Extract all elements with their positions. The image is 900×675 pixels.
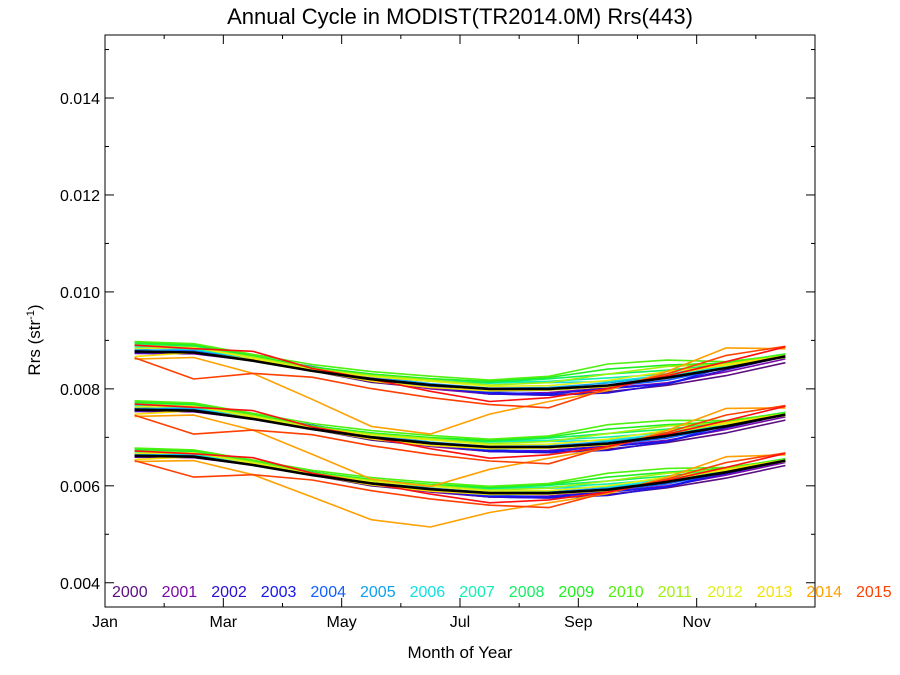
y-tick-label: 0.006: [60, 479, 100, 496]
legend-item-2013: 2013: [757, 584, 793, 601]
legend-item-2004: 2004: [310, 584, 346, 601]
y-axis-label-sup: -1: [25, 310, 37, 320]
legend-item-2012: 2012: [707, 584, 743, 601]
series-line-2011: [134, 403, 786, 445]
climatology-line: [134, 454, 786, 495]
legend-item-2010: 2010: [608, 584, 644, 601]
series-line-2016: [134, 403, 786, 460]
legend-item-2001: 2001: [162, 584, 198, 601]
x-tick-label: Jul: [450, 614, 470, 631]
climatology-line: [134, 408, 786, 449]
series-line-2014: [134, 454, 786, 528]
series-line-2014: [134, 347, 786, 435]
series-line-2009: [134, 341, 786, 383]
x-axis-label: Month of Year: [408, 643, 513, 662]
y-tick-label: 0.014: [60, 91, 100, 108]
x-tick-label: Mar: [210, 614, 238, 631]
y-tick-label: 0.008: [60, 382, 100, 399]
chart-title: Annual Cycle in MODIST(TR2014.0M) Rrs(44…: [227, 4, 693, 29]
legend-item-2015: 2015: [856, 584, 892, 601]
series-line-2009: [134, 448, 786, 489]
y-axis-label-main: Rrs (str: [25, 320, 44, 376]
axes: 0.004 0.006 0.008 0.010 0.012 0.014 Jan Mar May J…: [60, 34, 816, 631]
climatology-line: [134, 350, 786, 391]
series-line-2011: [134, 344, 786, 386]
series-line-2016: [134, 344, 786, 403]
series-line-2015: [134, 345, 786, 409]
y-tick-label: 0.012: [60, 188, 100, 205]
y-axis-label-close: ): [25, 304, 44, 310]
legend-item-2008: 2008: [509, 584, 545, 601]
series-line-2010: [134, 400, 786, 441]
x-tick-label: Jan: [92, 614, 118, 631]
legend-item-2000: 2000: [112, 584, 148, 601]
x-tick-label: Nov: [682, 614, 710, 631]
legend-item-2005: 2005: [360, 584, 396, 601]
series-line-2015: [134, 404, 786, 465]
legend-item-2014: 2014: [806, 584, 842, 601]
series-line-2016: [134, 450, 786, 504]
x-tick-label: May: [327, 614, 357, 631]
series-line-2015: [134, 452, 786, 509]
legend-item-2009: 2009: [558, 584, 594, 601]
y-tick-label: 0.010: [60, 285, 100, 302]
y-tick-label: 0.004: [60, 576, 100, 593]
x-tick-label: Sep: [564, 614, 593, 631]
series-line-2009: [134, 401, 786, 442]
plot-frame: [104, 34, 816, 608]
legend-item-2011: 2011: [658, 584, 693, 601]
legend-item-2002: 2002: [211, 584, 247, 601]
plot-lines: [134, 340, 786, 528]
series-line-2014: [134, 407, 786, 488]
legend-item-2007: 2007: [459, 584, 495, 601]
legend-item-2006: 2006: [410, 584, 446, 601]
series-line-2010: [134, 340, 786, 381]
series-line-2010: [134, 447, 786, 488]
y-axis-label: Rrs (str-1): [25, 304, 44, 375]
legend: 2000 2001 2002 2003 2004 2005 2006 2007 2008 2009…: [112, 584, 892, 601]
legend-item-2003: 2003: [261, 584, 297, 601]
